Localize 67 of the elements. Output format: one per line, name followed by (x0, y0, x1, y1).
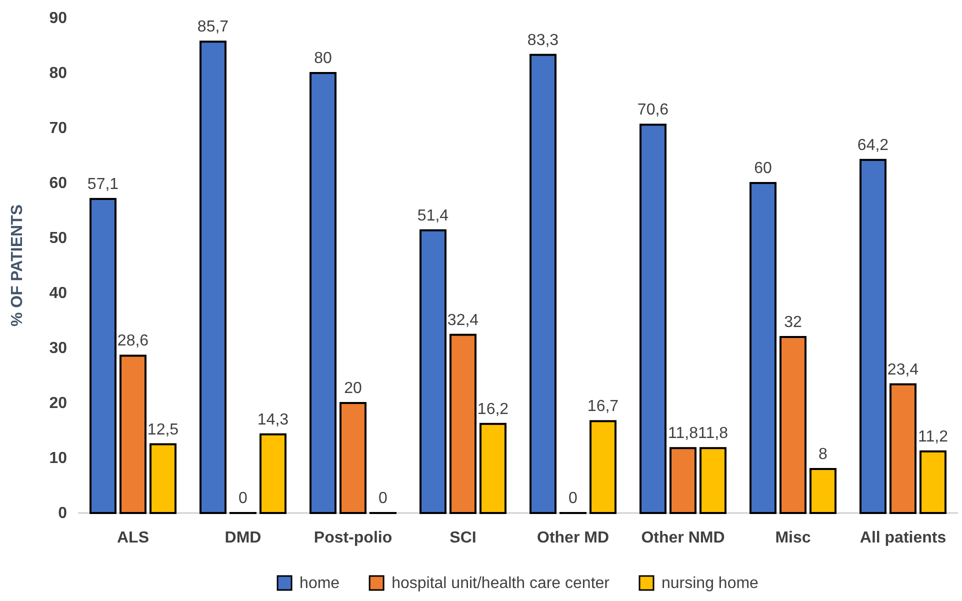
data-label: 83,3 (527, 32, 559, 49)
bar (260, 433, 286, 514)
bar (310, 72, 336, 514)
bar (700, 447, 726, 514)
y-tick-label: 50 (49, 230, 68, 248)
y-tick-label: 0 (58, 505, 68, 522)
bar (480, 422, 506, 514)
legend-label: nursing home (662, 575, 759, 592)
x-tick-label: Misc (775, 529, 811, 546)
data-label: 0 (238, 490, 248, 507)
data-label: 51,4 (417, 207, 449, 224)
data-label: 57,1 (87, 176, 119, 193)
bar (810, 468, 836, 514)
data-label: 32 (784, 314, 802, 331)
data-label: 32,4 (447, 312, 479, 329)
data-label: 28,6 (117, 332, 149, 350)
data-label: 64,2 (857, 136, 889, 154)
x-tick-label: SCI (450, 529, 476, 546)
data-label: 14,3 (257, 411, 289, 428)
bar (920, 450, 946, 514)
legend-label: home (300, 575, 340, 592)
data-label: 20 (344, 380, 362, 397)
y-tick-label: 20 (49, 395, 68, 412)
bar (450, 334, 476, 514)
bar (640, 124, 666, 514)
data-label: 8 (818, 446, 828, 463)
x-tick-label: Other NMD (641, 529, 725, 546)
bar (590, 420, 616, 514)
data-label: 11,2 (918, 428, 948, 446)
data-label: 0 (378, 490, 388, 507)
bar (90, 198, 116, 514)
x-tick-label: Other MD (537, 529, 609, 546)
bar (340, 402, 366, 514)
data-label: 60 (754, 160, 772, 177)
x-tick-label: Post-polio (314, 529, 392, 546)
data-label: 23,4 (887, 361, 919, 378)
y-tick-label: 10 (49, 450, 68, 468)
y-tick-label: 80 (49, 65, 68, 82)
bar (890, 383, 916, 514)
y-tick-label: 60 (49, 175, 68, 192)
bar (530, 54, 556, 514)
bar (120, 354, 146, 514)
y-axis-title: % OF PATIENTS (9, 204, 26, 327)
y-tick-label: 30 (49, 340, 68, 358)
legend-label: hospital unit/health care center (392, 575, 610, 592)
data-label: 85,7 (197, 18, 229, 36)
y-tick-label: 70 (49, 120, 68, 138)
data-label: 70,6 (637, 102, 669, 119)
data-label: 11,8 (698, 425, 728, 442)
x-tick-label: ALS (117, 529, 150, 546)
bar (150, 443, 176, 514)
data-label: 11,8 (668, 425, 698, 442)
x-tick-label: All patients (860, 529, 946, 546)
bar (780, 336, 806, 514)
data-label: 0 (568, 490, 578, 507)
bar (420, 229, 446, 514)
bar (860, 158, 886, 514)
data-label: 12,5 (147, 421, 179, 438)
bar (670, 447, 696, 514)
bar (200, 40, 226, 514)
data-label: 16,2 (477, 400, 509, 418)
y-tick-label: 90 (49, 10, 68, 28)
y-tick-label: 40 (49, 285, 68, 302)
data-label: 16,7 (587, 398, 619, 416)
x-tick-label: DMD (224, 529, 262, 546)
data-label: 80 (314, 50, 332, 67)
bar (750, 182, 776, 514)
